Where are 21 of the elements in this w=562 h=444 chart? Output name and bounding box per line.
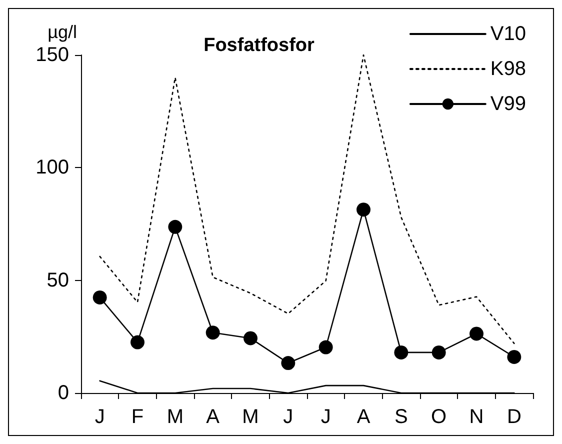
y-tick-label: 50 [46,269,69,292]
x-tick-label: F [131,406,144,428]
y-tick-label: 150 [36,44,69,66]
x-tick-label: S [394,406,408,428]
x-tick-label: A [356,406,371,428]
x-tick-label: J [320,406,331,428]
x-tick-label: N [469,406,484,428]
x-tick-label: M [242,406,259,428]
y-tick-label: 0 [58,382,69,404]
chart-title: Fosfatfosfor [204,35,316,56]
x-tick-label: D [506,406,522,428]
x-tick-label: M [166,406,184,428]
x-tick-label: J [283,406,294,428]
legend-label: V99 [490,93,526,115]
x-tick-label: O [431,406,447,428]
legend-label: V10 [490,23,526,45]
legend-label: K98 [490,58,526,80]
y-tick-label: 100 [36,156,69,179]
y-axis-title: µg/l [48,22,77,42]
x-tick-label: A [206,406,220,428]
x-tick-label: J [94,406,105,428]
